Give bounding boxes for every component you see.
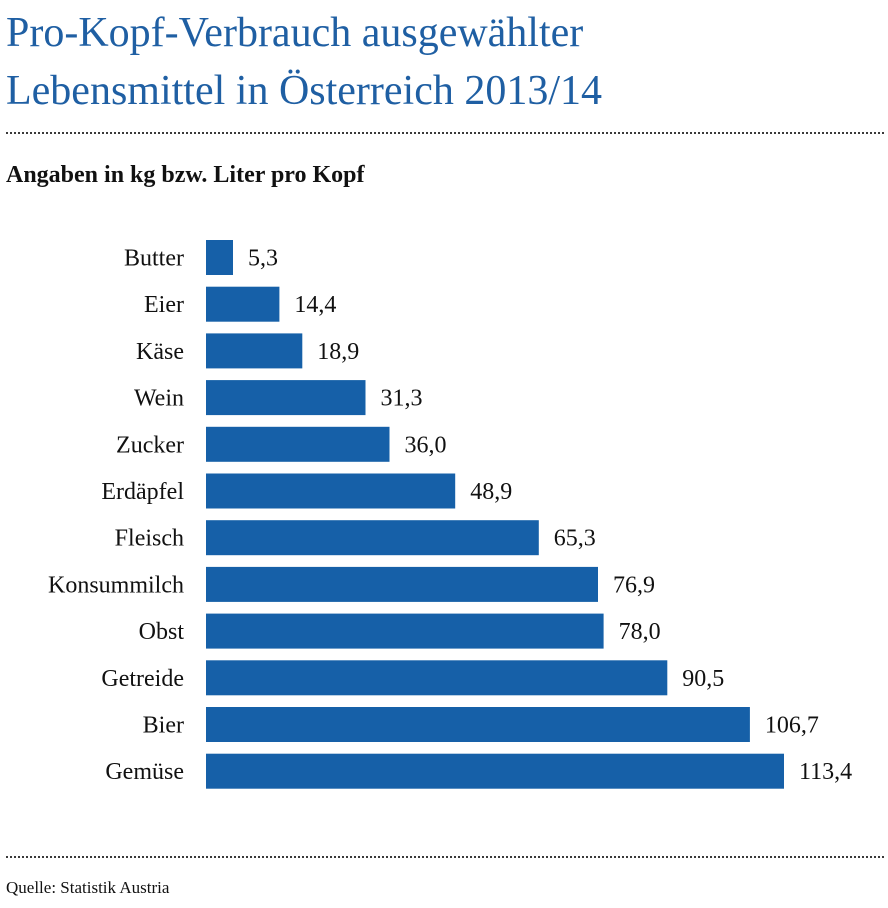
value-label-7: 76,9 bbox=[613, 572, 655, 598]
bottom-divider bbox=[6, 856, 884, 858]
category-label-10: Bier bbox=[143, 713, 184, 739]
category-label-6: Fleisch bbox=[115, 526, 184, 552]
bar-5 bbox=[206, 473, 456, 509]
bar-7 bbox=[206, 566, 598, 602]
bar-2 bbox=[206, 333, 303, 369]
bar-0 bbox=[206, 240, 233, 275]
top-divider bbox=[6, 132, 884, 134]
source-note: Quelle: Statistik Austria bbox=[6, 878, 170, 897]
value-label-0: 5,3 bbox=[248, 246, 278, 272]
bar-6 bbox=[206, 520, 539, 556]
category-label-0: Butter bbox=[124, 246, 184, 272]
chart-title-line-2: Lebensmittel in Österreich 2013/14 bbox=[6, 68, 603, 114]
bar-4 bbox=[206, 426, 390, 462]
bar-chart: Butter 5,3 Eier 14,4 Käse 18,9 Wein 31,3 Zucker 3… bbox=[48, 240, 852, 789]
value-label-10: 106,7 bbox=[765, 713, 819, 739]
category-label-4: Zucker bbox=[116, 432, 184, 458]
value-label-1: 14,4 bbox=[294, 292, 336, 318]
category-label-2: Käse bbox=[136, 339, 184, 365]
category-label-5: Erdäpfel bbox=[101, 479, 184, 505]
value-label-8: 78,0 bbox=[619, 619, 661, 645]
bar-9 bbox=[206, 660, 668, 696]
chart-title-line-1: Pro-Kopf-Verbrauch ausgewählter bbox=[6, 10, 584, 56]
value-label-5: 48,9 bbox=[470, 479, 512, 505]
bar-8 bbox=[206, 613, 604, 649]
bar-11 bbox=[206, 753, 784, 789]
value-label-4: 36,0 bbox=[405, 432, 447, 458]
value-label-9: 90,5 bbox=[682, 666, 724, 692]
chart-title: Pro-Kopf-Verbrauch ausgewählter Lebensmi… bbox=[6, 4, 602, 120]
bar-10 bbox=[206, 707, 750, 742]
value-label-11: 113,4 bbox=[799, 759, 852, 785]
value-label-2: 18,9 bbox=[317, 339, 359, 365]
bar-3 bbox=[206, 380, 366, 416]
value-label-3: 31,3 bbox=[381, 386, 423, 412]
bar-1 bbox=[206, 286, 280, 322]
category-label-1: Eier bbox=[144, 292, 184, 318]
value-label-6: 65,3 bbox=[554, 526, 596, 552]
category-label-7: Konsummilch bbox=[48, 572, 184, 598]
chart-subtitle: Angaben in kg bzw. Liter pro Kopf bbox=[6, 162, 365, 188]
category-label-3: Wein bbox=[134, 386, 184, 412]
category-label-11: Gemüse bbox=[105, 759, 184, 785]
category-label-8: Obst bbox=[139, 619, 185, 645]
category-label-9: Getreide bbox=[101, 666, 184, 692]
